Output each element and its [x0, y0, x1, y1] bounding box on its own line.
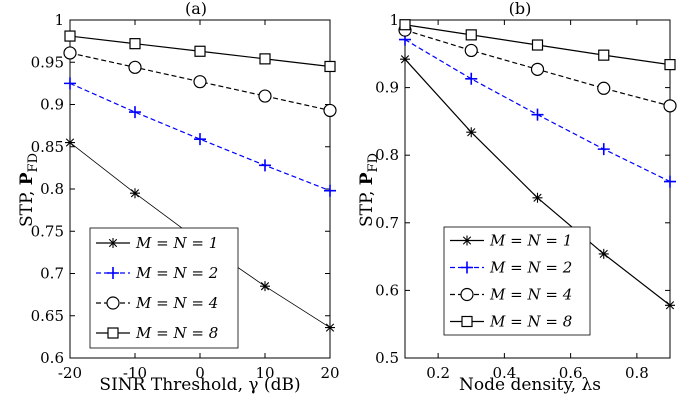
- y-tick-label: 0.7: [40, 265, 64, 283]
- series-2: [399, 33, 676, 188]
- data-point-marker: [531, 39, 544, 51]
- y-tick-label: 0.6: [375, 281, 399, 299]
- data-point-marker: [259, 53, 271, 65]
- x-tick-label: -10: [123, 364, 147, 382]
- y-axis-label: STP, PFD: [17, 153, 41, 227]
- data-point-marker: [530, 62, 545, 76]
- chart-panel-a: 0.6 0.65 0.7 0.75 0.8 0.85 0.9 0.95 1 -20 -10 0 10 20…: [17, 0, 340, 395]
- plot-frame: [404, 19, 671, 359]
- data-point-marker: [258, 89, 272, 103]
- legend-marker: [460, 287, 474, 302]
- y-tick-label: 0.65: [31, 307, 64, 325]
- data-point-marker: [260, 281, 270, 292]
- data-point-marker: [129, 106, 141, 119]
- series-4: [399, 19, 676, 71]
- data-point-marker: [65, 137, 75, 148]
- y-tick-label: 0.8: [40, 180, 64, 198]
- data-point-marker: [664, 59, 676, 71]
- y-tick-label: 0.75: [31, 222, 64, 240]
- legend-marker: [108, 238, 118, 248]
- data-point-marker: [324, 60, 336, 73]
- legend-marker: [107, 327, 119, 339]
- legend-label: M = N = 8: [135, 324, 218, 342]
- legend-marker: [106, 296, 120, 310]
- data-point-marker: [598, 248, 609, 259]
- data-point-marker: [129, 38, 141, 50]
- data-point-marker: [465, 72, 478, 85]
- data-point-marker: [665, 300, 675, 311]
- y-tick-label: 1: [54, 11, 64, 29]
- y-axis-label: STP, PFD: [357, 153, 381, 227]
- data-point-marker: [64, 77, 76, 90]
- x-tick-label: 0.2: [426, 364, 450, 382]
- series-line: [69, 82, 331, 192]
- x-tick-label: 0.8: [625, 364, 649, 382]
- data-point-marker: [194, 45, 206, 57]
- y-tick-label: 0.8: [375, 146, 399, 164]
- data-point-marker: [63, 46, 77, 60]
- data-point-marker: [664, 175, 676, 188]
- y-tick-label: 0.5: [375, 349, 399, 367]
- data-point-marker: [597, 81, 611, 95]
- data-point-marker: [598, 49, 610, 61]
- x-tick-label: 0.6: [559, 364, 583, 382]
- legend-label: M = N = 2: [135, 264, 218, 282]
- data-point-marker: [323, 103, 337, 118]
- legend-label: M = N = 4: [135, 294, 218, 312]
- y-tick-label: 1: [389, 11, 399, 29]
- data-point-marker: [466, 127, 477, 138]
- data-point-marker: [194, 133, 206, 146]
- data-point-marker: [399, 19, 411, 31]
- x-tick-label: 0: [195, 364, 205, 382]
- series-2: [64, 77, 336, 197]
- data-point-marker: [663, 99, 677, 113]
- data-point-marker: [464, 43, 478, 58]
- data-point-marker: [532, 192, 543, 203]
- legend-marker: [107, 267, 119, 279]
- y-tick-label: 0.6: [40, 349, 64, 367]
- data-point-marker: [325, 322, 335, 333]
- y-tick-label: 0.7: [375, 214, 399, 232]
- legend-label: M = N = 8: [489, 313, 572, 331]
- series-3: [398, 23, 677, 113]
- legend-marker: [462, 235, 472, 246]
- x-tick-label: 20: [320, 364, 339, 382]
- chart-title: (a): [185, 0, 207, 18]
- data-point-marker: [465, 29, 477, 41]
- series-3: [63, 46, 337, 118]
- y-tick-label: 0.9: [40, 96, 64, 114]
- series-1: [400, 54, 675, 311]
- legend: M = N = 1 M = N = 2 M = N = 4 M = N = 8: [89, 227, 239, 349]
- data-point-marker: [193, 75, 207, 89]
- y-tick-label: 0.85: [31, 138, 64, 156]
- legend-marker: [461, 261, 473, 274]
- data-point-marker: [324, 184, 336, 197]
- legend-label: M = N = 1: [489, 232, 572, 250]
- x-tick-label: -20: [58, 364, 82, 382]
- x-tick-label: 10: [255, 364, 274, 382]
- data-point-marker: [130, 188, 140, 199]
- data-point-marker: [64, 30, 76, 42]
- x-axis-label: Node density, λs: [459, 375, 601, 395]
- legend-label: M = N = 1: [135, 234, 218, 252]
- data-point-marker: [597, 143, 610, 156]
- chart-title: (b): [509, 0, 532, 18]
- legend: M = N = 1 M = N = 2 M = N = 4 M = N = 8: [443, 226, 591, 336]
- y-tick-label: 0.9: [375, 79, 399, 97]
- chart-panel-b: 0.5 0.6 0.7 0.8 0.9 1 0.2 0.4 0.6 0.8 (b) Node dens…: [357, 0, 677, 395]
- data-point-marker: [531, 108, 544, 121]
- data-point-marker: [128, 60, 142, 74]
- x-axis-label: SINR Threshold, γ (dB): [99, 375, 300, 395]
- legend-marker: [461, 315, 473, 328]
- y-tick-label: 0.95: [31, 53, 64, 71]
- data-point-marker: [259, 159, 271, 172]
- x-tick-label: 0.4: [492, 364, 516, 382]
- legend-label: M = N = 4: [489, 286, 572, 304]
- data-point-marker: [400, 54, 410, 65]
- series-4: [64, 30, 336, 73]
- series-line: [69, 52, 331, 112]
- legend-label: M = N = 2: [489, 259, 572, 277]
